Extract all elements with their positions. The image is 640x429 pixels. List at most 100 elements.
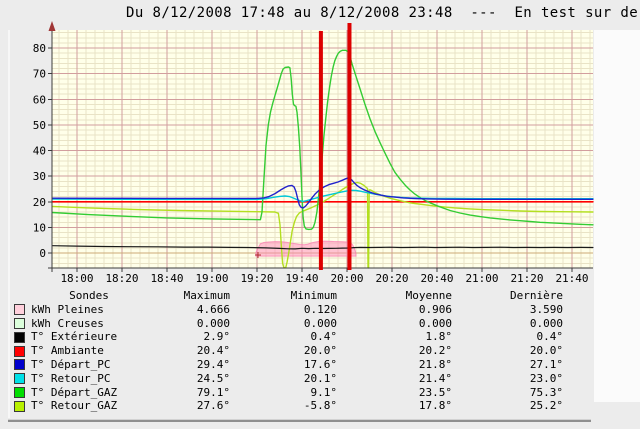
legend-row: kWh Pleines 4.666 0.120 0.906 3.590 — [8, 303, 577, 317]
legend-header-row: Sondes Maximum Minimum Moyenne Dernière — [8, 289, 577, 303]
x-tick-label: 19:00 — [195, 272, 228, 285]
right-panel-spacer — [594, 30, 640, 402]
legend-cell-maximum: 0.000 — [196, 316, 230, 330]
legend-series-name: T° Départ_PC — [31, 357, 111, 371]
y-tick-label: 30 — [33, 170, 46, 183]
legend-cell-maximum: 4.666 — [196, 302, 230, 316]
legend-cell-maximum: 29.4° — [196, 357, 230, 371]
legend-series-name: T° Retour_GAZ — [31, 399, 118, 413]
legend-label: kWh Creuses — [8, 317, 170, 331]
legend-series-name: kWh Pleines — [31, 302, 104, 316]
legend-row: T° Extérieure 2.9° 0.4° 1.8° 0.4° — [8, 330, 577, 344]
series — [51, 49, 594, 269]
tick-labels: 18:00 18:20 18:40 19:00 19:20 19:40 20:00 20:20… — [33, 42, 589, 285]
legend-cell-maximum: 20.4° — [196, 344, 230, 358]
legend-cell-moyenne: 20.2° — [418, 344, 452, 358]
legend-series-name: T° Retour_PC — [31, 371, 111, 385]
x-tick-label: 18:20 — [105, 272, 138, 285]
series-t-d-part-pc — [51, 177, 594, 209]
y-tick-label: 50 — [33, 119, 46, 132]
legend-row: T° Départ_GAZ 79.1° 9.1° 23.5° 75.3° — [8, 386, 577, 400]
legend-label: T° Départ_GAZ — [8, 386, 170, 400]
legend-cell-maximum: 24.5° — [196, 371, 230, 385]
legend-swatch-icon — [14, 386, 25, 398]
x-tick-label: 19:20 — [240, 272, 273, 285]
legend-header-derniere: Dernière — [510, 289, 563, 302]
series-t-d-part-gaz — [51, 49, 594, 231]
legend-row: kWh Creuses 0.000 0.000 0.000 0.000 — [8, 317, 577, 331]
legend-label: T° Ambiante — [8, 344, 170, 358]
series-t-ext-rieure — [51, 245, 594, 250]
legend-cell-minimum: 0.000 — [303, 316, 337, 330]
legend-label: T° Départ_PC — [8, 358, 170, 372]
x-tick-label: 20:20 — [375, 272, 408, 285]
legend-cell-derniere: 23.0° — [529, 371, 563, 385]
x-tick-label: 21:20 — [510, 272, 543, 285]
legend-cell-derniere: 0.000 — [529, 316, 563, 330]
legend-cell-derniere: 0.4° — [536, 330, 564, 344]
legend-cell-moyenne: 23.5° — [418, 385, 452, 399]
legend-cell-minimum: -5.8° — [303, 399, 337, 413]
legend-cell-minimum: 20.0° — [303, 344, 337, 358]
legend-label: T° Retour_PC — [8, 372, 170, 386]
x-tick-label: 21:40 — [555, 272, 588, 285]
x-tick-label: 18:40 — [150, 272, 183, 285]
legend-cell-derniere: 25.2° — [529, 399, 563, 413]
y-axis-arrow-icon — [48, 21, 56, 31]
legend-header-minimum: Minimum — [290, 289, 337, 302]
x-tick-label: 20:00 — [330, 272, 363, 285]
legend-header-maximum: Maximum — [183, 289, 230, 302]
x-tick-label: 20:40 — [420, 272, 453, 285]
y-tick-label: 60 — [33, 93, 46, 106]
legend-cell-derniere: 3.590 — [529, 302, 563, 316]
legend-label: kWh Pleines — [8, 303, 170, 317]
legend-cell-moyenne: 0.000 — [418, 316, 452, 330]
bottom-divider-highlight — [8, 419, 591, 420]
legend-swatch-icon — [14, 373, 25, 385]
legend-cell-derniere: 20.0° — [529, 344, 563, 358]
legend-label: T° Extérieure — [8, 330, 170, 344]
legend-series-name: T° Ambiante — [31, 344, 104, 358]
legend-cell-moyenne: 21.8° — [418, 357, 452, 371]
chart-title: Du 8/12/2008 17:48 au 8/12/2008 23:48 --… — [126, 5, 639, 21]
legend-cell-derniere: 75.3° — [529, 385, 563, 399]
x-tick-label: 19:40 — [285, 272, 318, 285]
x-tick-label: 21:00 — [465, 272, 498, 285]
legend-cell-maximum: 79.1° — [196, 385, 230, 399]
legend-row: T° Retour_PC 24.5° 20.1° 21.4° 23.0° — [8, 372, 577, 386]
legend-row: T° Départ_PC 29.4° 17.6° 21.8° 27.1° — [8, 358, 577, 372]
legend-cell-derniere: 27.1° — [529, 357, 563, 371]
legend-swatch-icon — [14, 345, 25, 357]
legend-row: T° Retour_GAZ 27.6° -5.8° 17.8° 25.2° — [8, 399, 577, 413]
legend-cell-minimum: 20.1° — [303, 371, 337, 385]
y-tick-label: 40 — [33, 145, 46, 158]
legend-swatch-icon — [14, 317, 25, 329]
y-tick-label: 0 — [39, 247, 46, 260]
legend-cell-moyenne: 0.906 — [418, 302, 452, 316]
y-tick-label: 10 — [33, 221, 46, 234]
legend-series-name: T° Extérieure — [31, 330, 118, 344]
plus-marker-icon — [254, 252, 261, 259]
bottom-divider — [8, 420, 591, 422]
legend-cell-minimum: 17.6° — [303, 357, 337, 371]
legend-cell-moyenne: 17.8° — [418, 399, 452, 413]
legend-swatch-icon — [14, 359, 25, 371]
legend-swatch-icon — [14, 400, 25, 412]
y-tick-label: 70 — [33, 68, 46, 81]
grid — [52, 30, 593, 268]
legend-series-name: kWh Creuses — [31, 316, 104, 330]
x-tick-label: 18:00 — [60, 272, 93, 285]
legend-table: Sondes Maximum Minimum Moyenne Dernière kWh P… — [8, 289, 577, 413]
y-tick-label: 20 — [33, 196, 46, 209]
y-tick-label: 80 — [33, 42, 46, 55]
legend-label: T° Retour_GAZ — [8, 399, 170, 413]
legend-cell-maximum: 27.6° — [196, 399, 230, 413]
legend-swatch-icon — [14, 331, 25, 343]
legend-header-moyenne: Moyenne — [405, 289, 452, 302]
left-panel-edge — [8, 30, 10, 418]
legend-cell-maximum: 2.9° — [203, 330, 231, 344]
legend-cell-moyenne: 1.8° — [425, 330, 453, 344]
legend-swatch-icon — [14, 304, 25, 316]
legend-cell-minimum: 0.4° — [310, 330, 338, 344]
